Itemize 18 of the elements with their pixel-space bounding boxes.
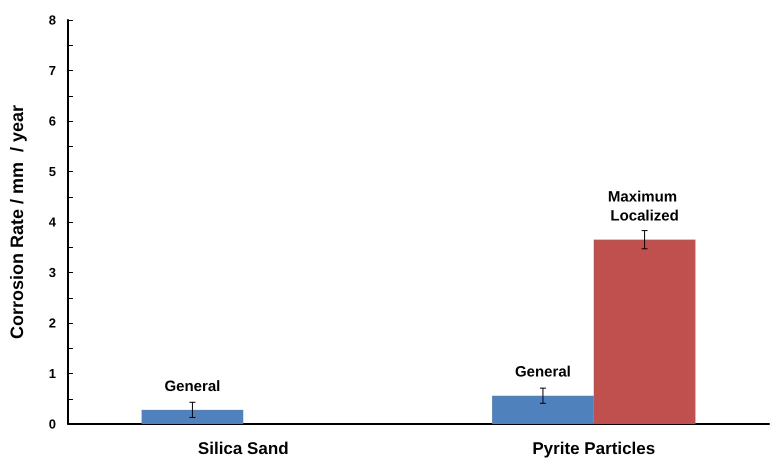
x-tick-label: Pyrite Particles [532,439,656,458]
series-label: General [164,378,220,395]
y-tick-label: 7 [48,63,56,78]
y-tick-label: 4 [48,214,57,230]
y-tick-label: 8 [48,12,56,28]
y-tick-label: 3 [48,265,56,280]
y-tick-label: 0 [48,416,56,432]
text: General [514,364,571,381]
y-tick-label: 1 [48,366,56,381]
bar [594,240,696,424]
y-tick-label: 5 [48,164,56,179]
y-tick-label: 6 [48,114,56,128]
y-tick-label: 2 [48,316,56,330]
bar [142,410,244,424]
series-label: Maximum Localized [608,188,682,225]
bar [492,396,594,424]
x-tick-label: Silica Sand [198,439,289,458]
y-axis-title: Corrosion Rate / mm / year [7,104,27,340]
